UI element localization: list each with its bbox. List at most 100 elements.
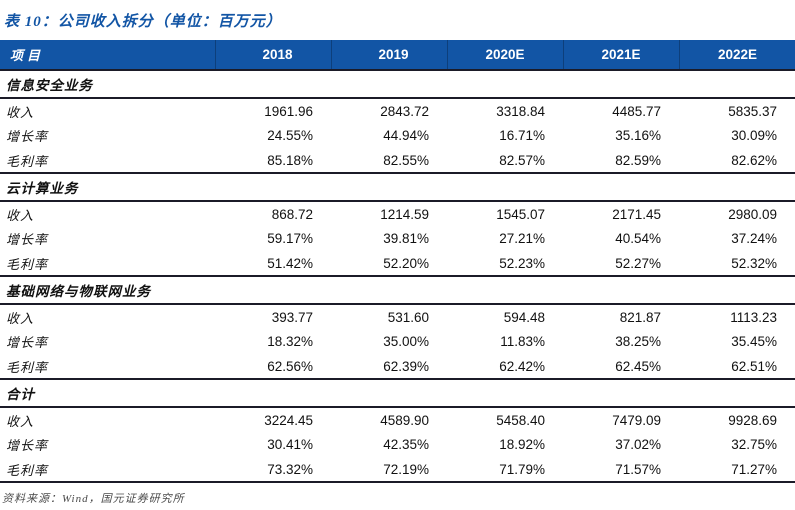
header-cell-item: 项目 [0, 40, 215, 71]
table-row: 增长率 24.55% 44.94% 16.71% 35.16% 30.09% [0, 123, 795, 148]
table-row: 增长率 59.17% 39.81% 27.21% 40.54% 37.24% [0, 226, 795, 251]
value-cell: 16.71% [499, 128, 545, 143]
table-row: 毛利率 62.56% 62.39% 62.42% 62.45% 62.51% [0, 354, 795, 380]
row-label: 收入 [6, 310, 35, 326]
value-cell: 62.42% [447, 354, 563, 380]
header-cell-year-2018: 2018 [214, 40, 331, 71]
value-cell: 82.62% [679, 148, 795, 174]
row-label: 收入 [6, 413, 35, 429]
value-cell: 62.51% [679, 354, 795, 380]
row-label: 收入 [6, 104, 35, 120]
table-row: 收入 1961.96 2843.72 3318.84 4485.77 5835.37 [0, 98, 795, 123]
table-row: 毛利率 85.18% 82.55% 82.57% 82.59% 82.62% [0, 148, 795, 174]
section-name: 合计 [0, 379, 795, 408]
row-label: 毛利率 [0, 251, 215, 277]
section-header-row: 基础网络与物联网业务 [0, 276, 795, 305]
value-cell: 35.45% [731, 334, 777, 349]
value-cell: 51.42% [215, 251, 331, 277]
table-row: 增长率 30.41% 42.35% 18.92% 37.02% 32.75% [0, 432, 795, 457]
value-cell: 1113.23 [730, 309, 777, 325]
header-cell-year-2021e: 2021E [562, 40, 679, 71]
table-row: 收入 3224.45 4589.90 5458.40 7479.09 9928.69 [0, 407, 795, 432]
value-cell: 38.25% [615, 334, 661, 349]
row-label: 增长率 [6, 232, 49, 247]
value-cell: 40.54% [615, 231, 661, 246]
value-cell: 821.87 [619, 309, 661, 325]
value-cell: 27.21% [499, 231, 545, 246]
value-cell: 1214.59 [380, 206, 429, 222]
value-cell: 59.17% [267, 231, 313, 246]
value-cell: 62.45% [563, 354, 679, 380]
table-header-row: 项目 2018 2019 2020E 2021E 2022E [0, 40, 795, 71]
value-cell: 71.79% [447, 457, 563, 483]
header-cell-year-2020e: 2020E [446, 40, 563, 71]
table-row: 收入 868.72 1214.59 1545.07 2171.45 2980.09 [0, 201, 795, 226]
source-note: 资料来源：Wind，国元证券研究所 [2, 493, 185, 505]
page-title: 表 10：公司收入拆分（单位：百万元） [4, 14, 282, 30]
value-cell: 37.24% [731, 231, 777, 246]
table-row: 毛利率 73.32% 72.19% 71.79% 71.57% 71.27% [0, 457, 795, 483]
value-cell: 52.23% [447, 251, 563, 277]
value-cell: 85.18% [215, 148, 331, 174]
value-cell: 39.81% [383, 231, 429, 246]
row-label: 收入 [6, 207, 35, 223]
value-cell: 5458.40 [496, 412, 545, 428]
value-cell: 32.75% [731, 437, 777, 452]
value-cell: 18.32% [267, 334, 313, 349]
section-header-row: 云计算业务 [0, 173, 795, 202]
value-cell: 2980.09 [728, 206, 777, 222]
table-row: 收入 393.77 531.60 594.48 821.87 1113.23 [0, 304, 795, 329]
row-label: 增长率 [6, 335, 49, 350]
value-cell: 82.55% [331, 148, 447, 174]
value-cell: 393.77 [271, 309, 313, 325]
row-label: 增长率 [6, 129, 49, 144]
row-label: 毛利率 [0, 354, 215, 380]
value-cell: 35.00% [383, 334, 429, 349]
value-cell: 73.32% [215, 457, 331, 483]
value-cell: 30.41% [267, 437, 313, 452]
row-label: 毛利率 [0, 148, 215, 174]
value-cell: 18.92% [499, 437, 545, 452]
value-cell: 35.16% [615, 128, 661, 143]
header-cell-year-2022e: 2022E [678, 40, 795, 71]
value-cell: 82.59% [563, 148, 679, 174]
value-cell: 1545.07 [496, 206, 545, 222]
value-cell: 71.57% [563, 457, 679, 483]
value-cell: 4589.90 [380, 412, 429, 428]
table-body: 信息安全业务收入 1961.96 2843.72 3318.84 4485.77 5835… [0, 70, 795, 483]
table-row: 增长率 18.32% 35.00% 11.83% 38.25% 35.45% [0, 329, 795, 354]
value-cell: 868.72 [271, 206, 313, 222]
value-cell: 52.27% [563, 251, 679, 277]
value-cell: 531.60 [387, 309, 429, 325]
section-header-row: 合计 [0, 379, 795, 408]
value-cell: 3224.45 [264, 412, 313, 428]
value-cell: 42.35% [383, 437, 429, 452]
value-cell: 2171.45 [612, 206, 661, 222]
section-name: 云计算业务 [0, 173, 795, 202]
row-label: 毛利率 [0, 457, 215, 483]
value-cell: 37.02% [615, 437, 661, 452]
value-cell: 62.39% [331, 354, 447, 380]
section-name: 信息安全业务 [0, 70, 795, 99]
section-name: 基础网络与物联网业务 [0, 276, 795, 305]
value-cell: 9928.69 [728, 412, 777, 428]
value-cell: 3318.84 [496, 103, 545, 119]
section-header-row: 信息安全业务 [0, 70, 795, 99]
value-cell: 2843.72 [380, 103, 429, 119]
value-cell: 24.55% [267, 128, 313, 143]
value-cell: 11.83% [500, 334, 545, 349]
row-label: 增长率 [6, 438, 49, 453]
value-cell: 4485.77 [612, 103, 661, 119]
value-cell: 30.09% [731, 128, 777, 143]
value-cell: 594.48 [503, 309, 545, 325]
value-cell: 62.56% [215, 354, 331, 380]
value-cell: 44.94% [383, 128, 429, 143]
table-row: 毛利率 51.42% 52.20% 52.23% 52.27% 52.32% [0, 251, 795, 277]
header-cell-year-2019: 2019 [330, 40, 447, 71]
value-cell: 1961.96 [264, 103, 313, 119]
value-cell: 5835.37 [728, 103, 777, 119]
value-cell: 72.19% [331, 457, 447, 483]
value-cell: 52.32% [679, 251, 795, 277]
revenue-table: 项目 2018 2019 2020E 2021E 2022E 信息安全业务收入 1… [0, 40, 795, 483]
